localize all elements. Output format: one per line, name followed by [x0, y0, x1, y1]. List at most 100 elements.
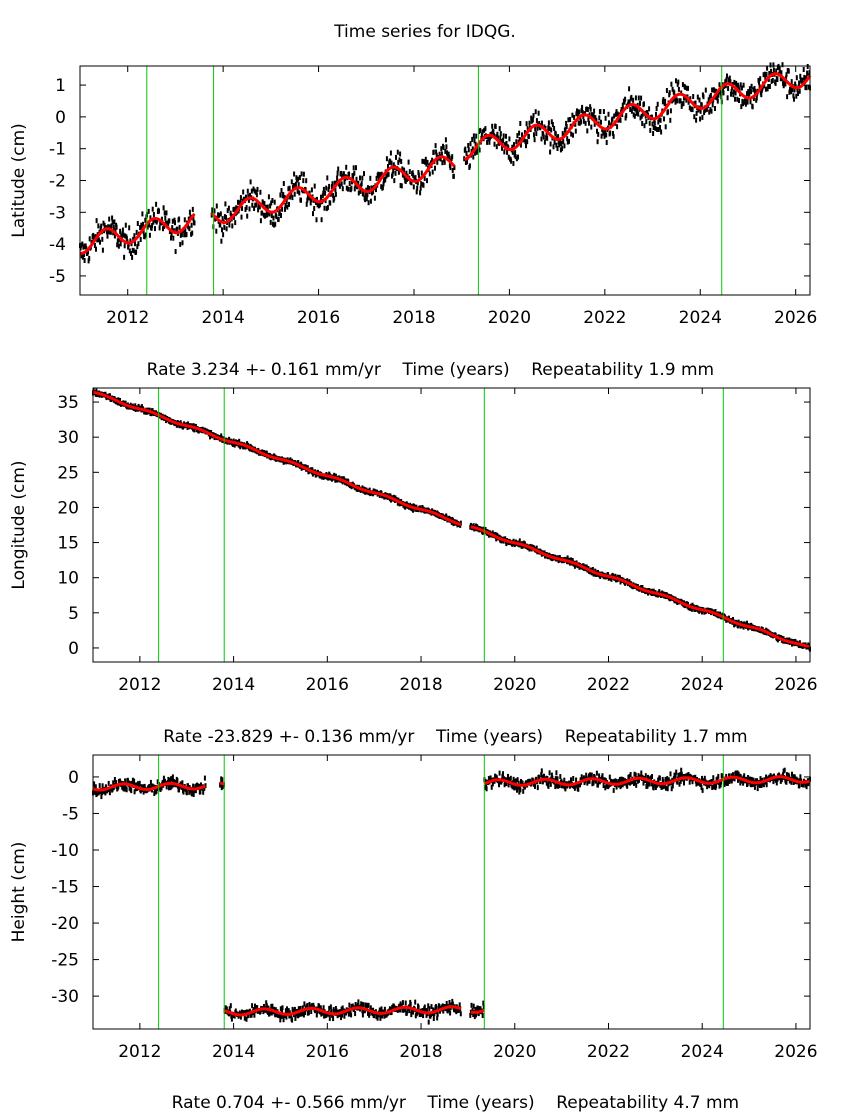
data-point: [245, 1016, 248, 1022]
data-point: [441, 160, 444, 166]
data-point: [513, 142, 515, 148]
data-point: [280, 1013, 283, 1019]
data-point: [691, 107, 694, 113]
data-point: [665, 778, 668, 784]
data-point: [533, 137, 536, 143]
data-point: [677, 772, 680, 778]
data-point: [551, 775, 554, 781]
data-point: [568, 138, 570, 144]
data-point: [281, 206, 284, 212]
data-point: [569, 117, 572, 122]
data-point: [331, 181, 334, 187]
data-point: [249, 179, 252, 185]
data-point: [728, 75, 731, 81]
data-point: [661, 784, 664, 790]
data-point: [435, 152, 438, 158]
data-point: [390, 160, 393, 166]
data-point: [653, 117, 656, 123]
data-point: [97, 237, 100, 243]
data-point: [467, 143, 470, 148]
data-point: [679, 98, 682, 104]
data-point: [571, 112, 574, 118]
data-point: [188, 209, 191, 215]
data-point: [301, 1010, 304, 1016]
data-point: [230, 213, 233, 219]
data-point: [447, 151, 450, 157]
data-point: [709, 107, 712, 113]
data-point: [263, 201, 266, 207]
data-point: [416, 185, 419, 191]
data-point: [375, 175, 378, 181]
data-point: [327, 187, 330, 193]
data-point: [262, 1009, 265, 1015]
data-point: [588, 112, 591, 118]
data-point: [551, 122, 554, 127]
data-point: [192, 792, 195, 797]
data-point: [798, 88, 801, 94]
data-point: [352, 165, 355, 171]
data-point: [548, 770, 551, 776]
data-point: [404, 1000, 407, 1006]
data-point: [613, 113, 616, 119]
data-point: [546, 135, 549, 141]
data-point: [101, 247, 104, 253]
data-point: [455, 1009, 458, 1015]
data-point: [730, 91, 732, 97]
data-point: [371, 1011, 374, 1017]
data-point: [603, 133, 606, 139]
data-point: [113, 777, 116, 782]
data-point: [290, 191, 293, 197]
data-point: [785, 779, 788, 785]
data-point: [449, 165, 452, 171]
data-point: [323, 205, 326, 211]
data-point: [750, 782, 752, 788]
data-point: [659, 125, 661, 130]
figure-title: Time series for IDQG.: [334, 22, 516, 42]
data-point: [500, 139, 503, 145]
data-point: [142, 784, 144, 790]
data-point: [87, 249, 89, 255]
data-point: [479, 1006, 482, 1012]
data-point: [752, 777, 755, 783]
data-point: [739, 780, 742, 786]
data-point: [472, 154, 475, 160]
data-point: [405, 170, 408, 176]
data-point: [652, 785, 655, 791]
data-point: [640, 770, 643, 776]
data-point: [248, 1008, 251, 1014]
data-point: [680, 767, 683, 773]
data-point: [683, 780, 685, 786]
data-point: [271, 221, 274, 227]
data-point: [254, 189, 257, 195]
data-point: [169, 777, 171, 783]
data-point: [720, 779, 723, 785]
data-point: [751, 104, 754, 110]
x-tick-label: 2016: [297, 308, 340, 328]
data-point: [575, 777, 578, 783]
data-point: [130, 788, 133, 794]
data-point: [660, 129, 663, 135]
data-point: [779, 76, 782, 82]
data-point: [142, 229, 145, 235]
data-point: [294, 1015, 297, 1021]
data-point: [285, 1014, 288, 1020]
data-point: [710, 108, 713, 114]
data-point: [129, 238, 132, 244]
data-point: [386, 172, 389, 178]
data-point: [641, 121, 644, 126]
data-point: [440, 146, 443, 152]
data-point: [286, 204, 289, 210]
data-point: [758, 79, 760, 85]
y-tick-label: -20: [51, 914, 79, 934]
data-point: [246, 213, 249, 219]
x-tick-label: 2016: [306, 1042, 349, 1062]
data-point: [516, 777, 519, 783]
data-point: [481, 129, 484, 135]
data-point: [554, 776, 557, 782]
data-point: [701, 114, 704, 120]
data-point: [369, 198, 372, 204]
data-point: [746, 781, 749, 787]
data-point: [559, 147, 562, 153]
data-point: [683, 95, 685, 101]
data-point: [315, 1012, 318, 1018]
